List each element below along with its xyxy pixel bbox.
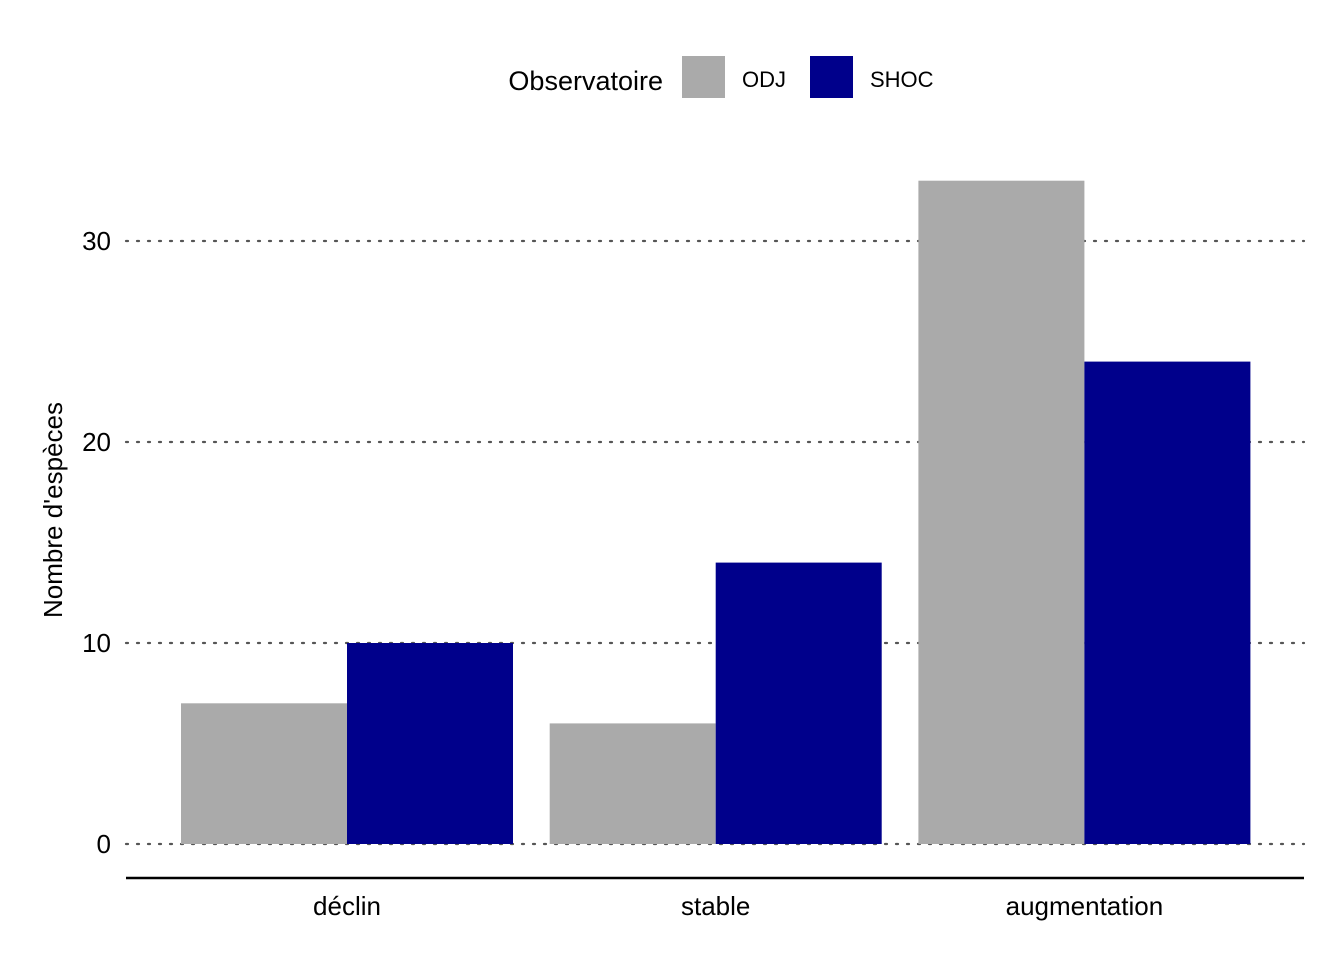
x-tick-label: augmentation [1006,891,1164,921]
x-tick-label: stable [681,891,750,921]
bars [181,180,1251,844]
legend-title: Observatoire [508,66,663,96]
y-tick-label: 0 [97,829,111,859]
y-tick-label: 20 [82,427,111,457]
y-tick-label: 30 [82,226,111,256]
legend-label-shoc: SHOC [870,67,934,92]
y-axis: 0 10 20 30 [82,226,111,859]
bar-shoc-1 [715,562,882,844]
y-tick-label: 10 [82,628,111,658]
legend-key-shoc [810,56,853,98]
bar-odj-0 [181,703,347,844]
y-axis-title: Nombre d'espèces [38,402,68,618]
x-tick-label: déclin [313,891,381,921]
legend-label-odj: ODJ [742,67,786,92]
legend-key-odj [682,56,725,98]
bar-odj-2 [918,180,1085,844]
bar-odj-1 [549,723,716,844]
bar-shoc-0 [347,643,513,844]
legend: Observatoire ODJ SHOC [508,56,934,98]
x-axis: déclin stable augmentation [126,876,1304,921]
bar-shoc-2 [1084,361,1251,844]
